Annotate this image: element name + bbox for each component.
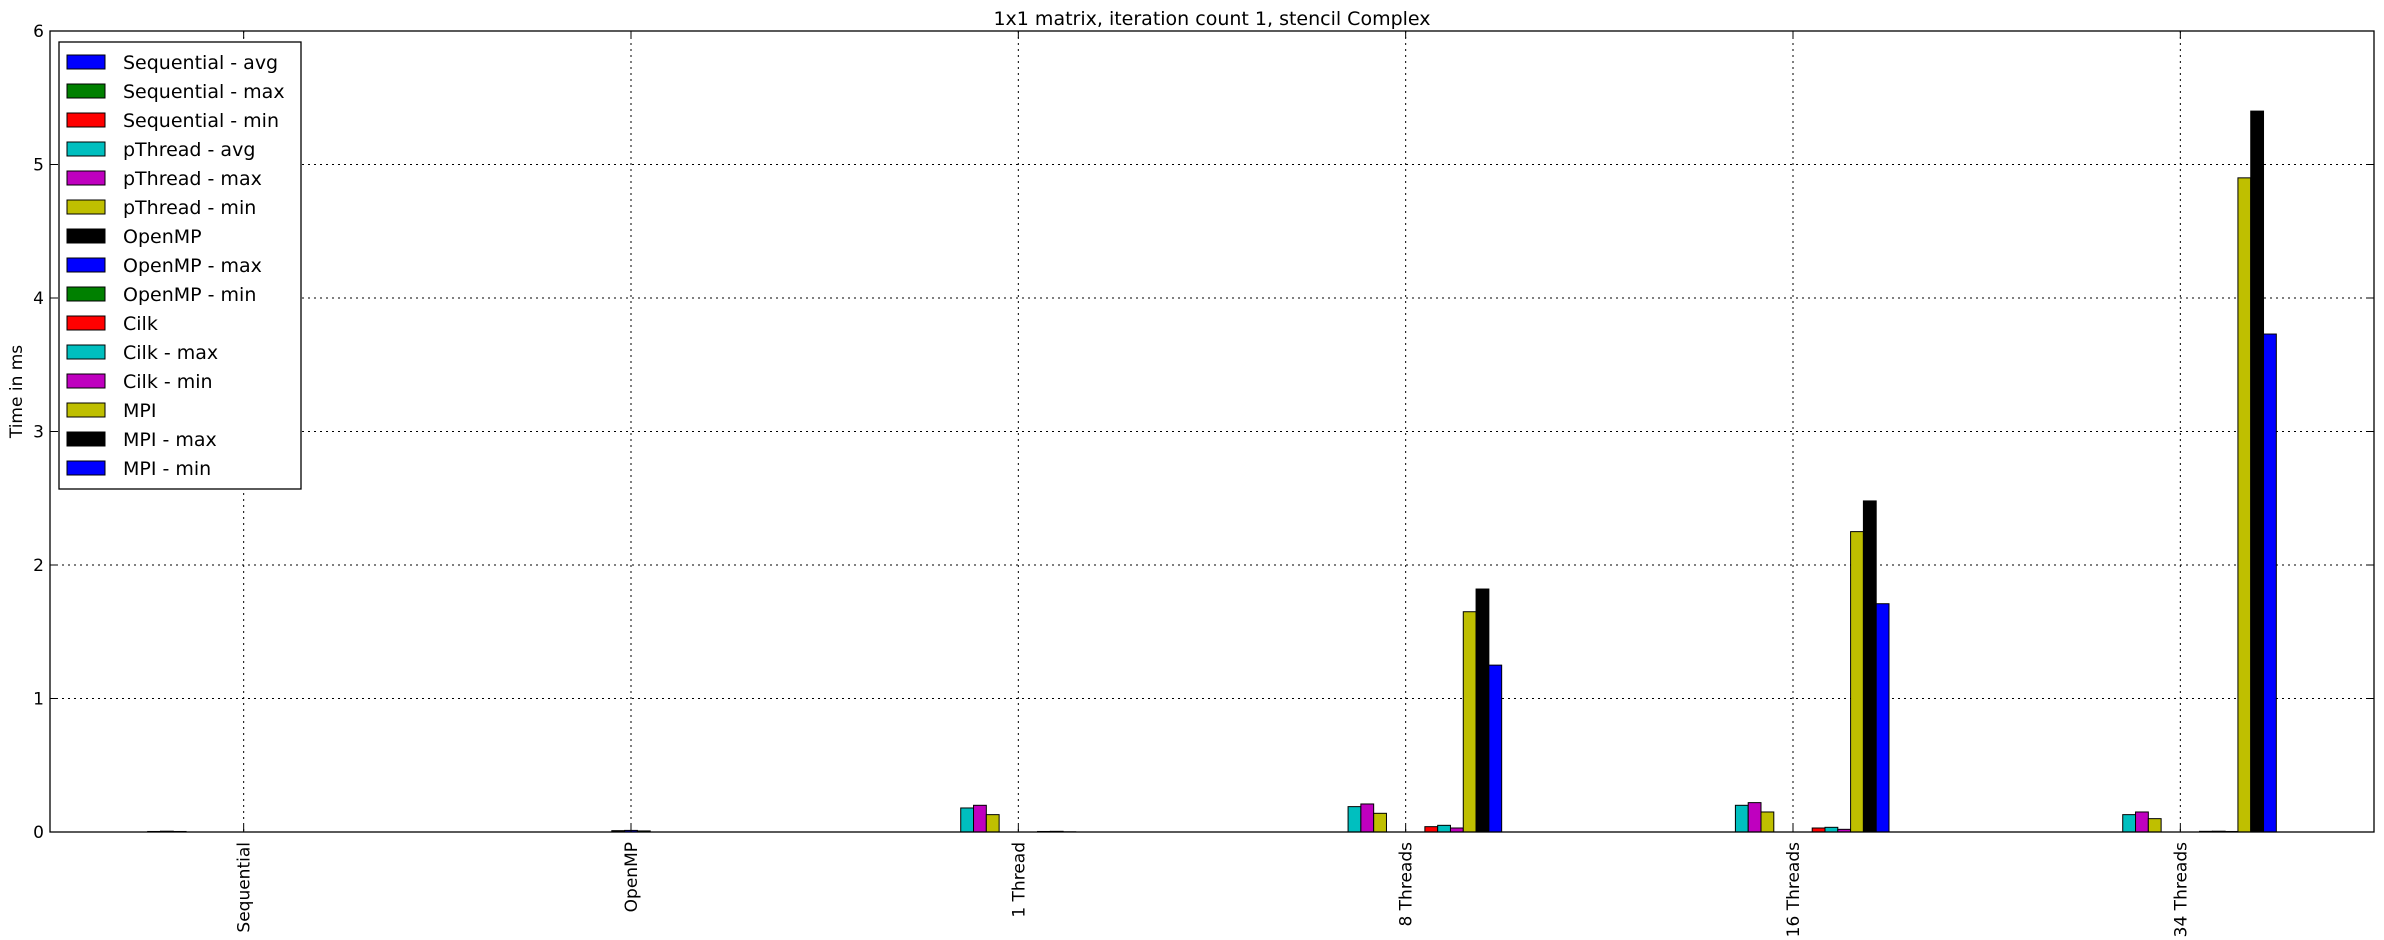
y-tick-label: 6 [33,22,44,42]
x-tick-label: 8 Threads [1397,842,1417,927]
legend-entry: OpenMP - min [123,284,256,306]
bar [2237,177,2252,833]
legend-swatch [66,199,106,215]
legend-swatch [66,315,106,331]
bar [1475,588,1490,833]
bar [973,804,987,833]
legend-swatch [66,402,106,418]
y-tick-label: 1 [33,690,44,710]
legend-swatch [66,54,106,70]
bar [2250,110,2265,833]
bar [2135,811,2149,833]
bar [960,807,975,833]
legend-entry: Sequential - min [123,110,279,132]
legend-swatch [66,344,106,360]
bar [1373,812,1387,833]
x-tick-label: Sequential [235,842,255,933]
legend-entry: Sequential - avg [123,52,278,74]
legend-swatch [66,460,106,476]
chart-title: 1x1 matrix, iteration count 1, stencil C… [993,8,1430,30]
legend-swatch [66,228,106,244]
legend-entry: Cilk - min [123,371,213,393]
legend-entry: OpenMP [123,226,202,248]
bar [2122,814,2137,833]
legend-entry: pThread - avg [123,139,255,161]
bar [2263,333,2277,833]
bar [1488,664,1503,833]
bar [1862,500,1877,833]
x-tick-label: 1 Thread [1009,842,1029,918]
bar [985,814,1000,833]
bar [1850,531,1864,833]
grid-lines [50,31,2374,832]
legend-entry: OpenMP - max [123,255,262,277]
bars [147,110,2277,833]
legend-swatch [66,286,106,302]
y-tick-label: 3 [33,423,44,443]
legend: Sequential - avg Sequential - max Sequenti… [58,41,302,490]
bar [1875,603,1890,833]
bar [1734,804,1749,833]
legend-swatch [66,431,106,447]
bar [1360,803,1375,833]
bar [2147,818,2162,833]
y-tick-label: 4 [33,289,44,309]
legend-entry: MPI - min [123,458,211,480]
legend-entry: pThread - max [123,168,262,190]
bar [1462,611,1477,833]
bar [1747,802,1762,833]
axis-ticks: 0 1 2 3 4 5 6 Sequential OpenMP 1 Thread 8 Threads… [33,22,2374,937]
legend-swatch [66,170,106,186]
legend-swatch [66,373,106,389]
legend-entry: Cilk - max [123,342,218,364]
legend-entry: MPI - max [123,429,217,451]
legend-entry: pThread - min [123,197,256,219]
x-tick-label: 34 Threads [2171,842,2191,937]
legend-entry: MPI [123,400,156,422]
legend-swatch [66,112,106,128]
legend-swatch [66,257,106,273]
bar [1424,826,1439,833]
bar [1437,824,1451,833]
legend-entry: Cilk [123,313,158,335]
bar [1824,826,1839,833]
y-tick-label: 5 [33,156,44,176]
y-tick-label: 2 [33,556,44,576]
x-tick-label: 16 Threads [1784,842,1804,937]
y-tick-label: 0 [33,823,44,843]
bar [1347,806,1362,833]
x-tick-label: OpenMP [622,842,642,912]
y-axis-label: Time in ms [7,345,27,439]
legend-swatch [66,83,106,99]
bar [1760,811,1775,833]
legend-entry: Sequential - max [123,81,285,103]
legend-swatch [66,141,106,157]
